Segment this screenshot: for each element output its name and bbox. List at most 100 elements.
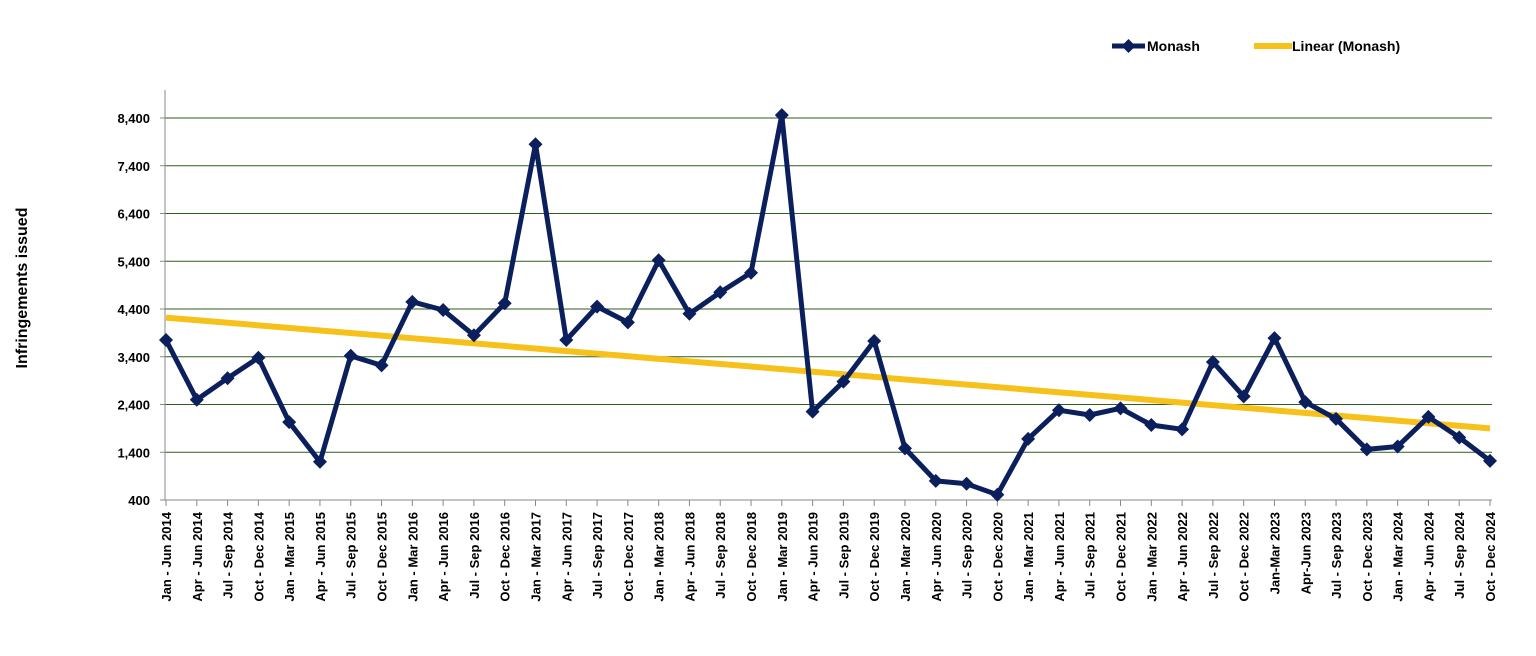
data-point-monash (1236, 389, 1251, 404)
x-tick-label: Jul - Sep 2021 (1083, 512, 1098, 599)
x-tick-label: Jul - Sep 2014 (221, 511, 236, 598)
x-tick-label: Jan - Mar 2019 (775, 512, 790, 602)
x-tick-label: Apr - Jun 2014 (190, 511, 205, 601)
y-tick-label: 3,400 (117, 350, 150, 365)
x-tick-labels: Jan - Jun 2014 Apr - Jun 2014 Jul - Sep 20… (159, 500, 1498, 602)
x-tick-label: Jul - Sep 2023 (1329, 512, 1344, 599)
data-point-monash (1359, 442, 1374, 457)
x-tick-label: Jan - Mar 2016 (405, 512, 420, 602)
x-tick-label: Apr-Jun 2023 (1298, 512, 1313, 594)
x-tick-label: Jan - Mar 2022 (1144, 512, 1159, 602)
data-point-monash (189, 392, 204, 407)
x-tick-label: Jul - Sep 2022 (1206, 512, 1221, 599)
x-tick-label: Oct - Dec 2022 (1237, 512, 1252, 602)
x-tick-label: Oct - Dec 2016 (498, 512, 513, 602)
data-point-monash (1452, 430, 1467, 445)
x-tick-label: Apr - Jun 2022 (1175, 512, 1190, 602)
x-tick-label: Jan - Mar 2024 (1391, 511, 1406, 601)
y-tick-label: 7,400 (117, 159, 150, 174)
data-point-monash (1082, 408, 1097, 423)
data-point-monash (928, 473, 943, 488)
x-tick-label: Jul - Sep 2015 (344, 512, 359, 599)
series-line-monash (163, 112, 1493, 498)
y-tick-label: 6,400 (117, 207, 150, 222)
data-point-monash (744, 265, 759, 280)
data-point-monash (282, 415, 297, 430)
y-tick-label: 5,400 (117, 254, 150, 269)
gridlines (165, 117, 1492, 453)
legend-monash-marker (1121, 39, 1136, 53)
x-tick-label: Jul - Sep 2024 (1452, 511, 1467, 598)
x-tick-label: Jul - Sep 2020 (960, 512, 975, 599)
x-tick-label: Jul - Sep 2019 (836, 512, 851, 599)
x-tick-label: Oct - Dec 2015 (375, 512, 390, 602)
x-tick-label: Oct - Dec 2018 (744, 512, 759, 602)
y-tick-labels: 400 1,400 2,400 3,400 4,400 5,400 6,400 7,400 8,… (117, 111, 165, 508)
trendline-monash (165, 314, 1491, 432)
data-point-monash (805, 404, 820, 419)
x-tick-label: Jan - Mar 2018 (652, 512, 667, 602)
x-tick-label: Jan - Mar 2017 (528, 512, 543, 602)
x-tick-label: Oct - Dec 2020 (990, 512, 1005, 602)
data-point-monash (343, 348, 358, 363)
x-tick-label: Apr - Jun 2019 (806, 512, 821, 602)
x-tick-label: Apr - Jun 2024 (1421, 511, 1436, 601)
x-tick-label: Oct - Dec 2024 (1483, 511, 1498, 601)
x-tick-label: Jan-Mar 2023 (1267, 512, 1282, 594)
x-tick-label: Jul - Sep 2016 (467, 512, 482, 599)
data-point-monash (774, 108, 789, 123)
x-tick-label: Oct - Dec 2023 (1360, 512, 1375, 602)
data-point-monash (1175, 422, 1190, 437)
data-point-monash (836, 374, 851, 389)
x-tick-label: Oct - Dec 2017 (621, 512, 636, 602)
data-point-monash (251, 350, 266, 365)
data-point-monash (1390, 439, 1405, 454)
x-tick-label: Apr - Jun 2016 (436, 512, 451, 602)
data-point-monash (405, 294, 420, 309)
x-tick-label: Jul - Sep 2017 (590, 512, 605, 599)
data-point-monash (1267, 331, 1282, 346)
x-tick-label: Jan - Mar 2020 (898, 512, 913, 602)
x-tick-label: Jan - Mar 2015 (282, 512, 297, 602)
data-point-monash (528, 137, 543, 152)
data-point-monash (559, 333, 574, 348)
y-tick-label: 2,400 (117, 398, 150, 413)
x-tick-label: Jul - Sep 2018 (713, 512, 728, 599)
data-point-monash (590, 299, 605, 314)
data-point-monash (1144, 418, 1159, 433)
data-point-monash (713, 285, 728, 300)
x-tick-label: Apr - Jun 2020 (929, 512, 944, 602)
data-point-monash (867, 333, 882, 348)
data-point-monash (220, 371, 235, 386)
x-tick-label: Oct - Dec 2019 (867, 512, 882, 602)
data-point-monash (497, 296, 512, 311)
data-point-monash (990, 487, 1005, 502)
y-tick-label: 4,400 (117, 302, 150, 317)
y-tick-label: 1,400 (117, 445, 150, 460)
data-point-monash (312, 454, 327, 469)
x-tick-label: Oct - Dec 2014 (251, 511, 266, 601)
data-point-monash (1329, 411, 1344, 426)
data-point-monash (620, 315, 635, 330)
data-point-monash (651, 253, 666, 268)
x-tick-label: Apr - Jun 2018 (682, 512, 697, 602)
series-layer (159, 108, 1497, 502)
x-tick-label: Jan - Jun 2014 (159, 511, 174, 601)
data-point-monash (1205, 355, 1220, 370)
data-point-monash (374, 358, 389, 373)
data-point-monash (1113, 401, 1128, 416)
data-point-monash (466, 328, 481, 343)
x-tick-label: Jan - Mar 2021 (1021, 512, 1036, 602)
data-point-monash (159, 333, 173, 348)
data-point-monash (897, 441, 912, 456)
legend-label-trend: Linear (Monash) (1292, 38, 1400, 54)
legend: Monash Linear (Monash) (1112, 38, 1400, 54)
y-tick-label: 8,400 (117, 111, 150, 126)
data-point-monash (1021, 431, 1036, 446)
data-point-monash (436, 302, 451, 317)
axes (164, 90, 1492, 501)
legend-label-monash: Monash (1147, 38, 1200, 54)
data-point-monash (1051, 403, 1066, 418)
data-point-monash (1298, 395, 1313, 410)
